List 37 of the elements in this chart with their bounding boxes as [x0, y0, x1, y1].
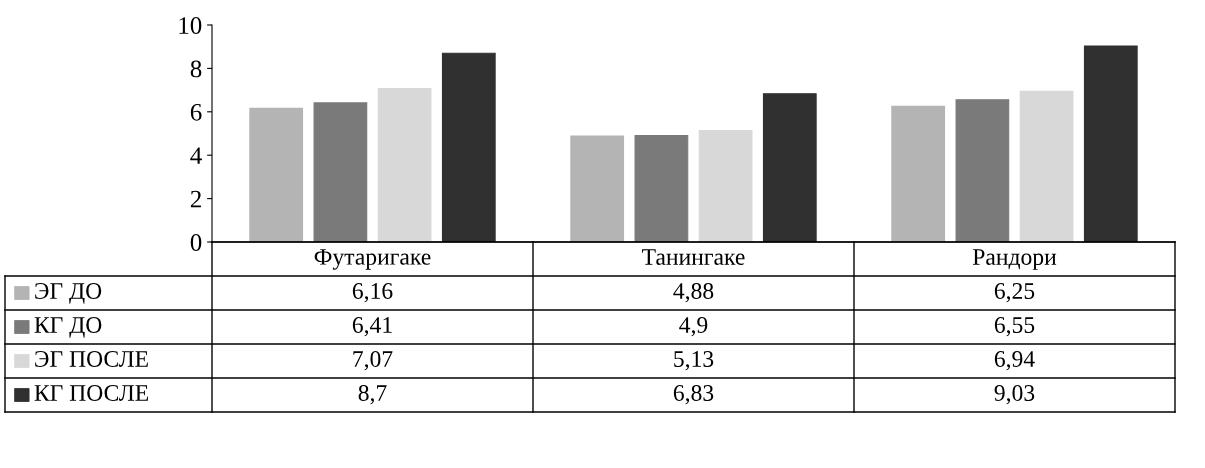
- legend-label: ЭГ ПОСЛЕ: [35, 351, 148, 367]
- bar: [313, 102, 368, 242]
- data-label: 6,83: [673, 384, 714, 405]
- bar: [762, 93, 817, 242]
- bar: [377, 88, 432, 242]
- bar: [249, 107, 304, 242]
- legend-label: КГ ПОСЛЕ: [34, 385, 149, 401]
- bar: [1083, 45, 1138, 242]
- data-label: 6,16: [352, 283, 393, 303]
- y-tick-label: 4: [190, 147, 202, 164]
- y-tick-label: 10: [179, 17, 202, 34]
- data-label: 6,25: [994, 283, 1035, 303]
- y-tick-label: 6: [190, 103, 202, 121]
- bar: [1019, 90, 1074, 242]
- x-tick-label: Танингаке: [642, 249, 745, 265]
- data-label: 6,41: [352, 317, 392, 337]
- data-label: 4,9: [679, 317, 708, 337]
- data-label: 9,03: [994, 384, 1035, 405]
- data-label: 4,88: [673, 282, 714, 303]
- data-label: 7,07: [353, 350, 393, 371]
- y-tick-label: 8: [190, 60, 202, 78]
- bar: [634, 135, 689, 242]
- y-tick-label: 2: [190, 190, 201, 208]
- x-tick-label: Футаригаке: [314, 249, 431, 270]
- data-label: 5,13: [674, 351, 714, 371]
- legend-label: КГ ДО: [34, 317, 102, 338]
- bar: [570, 135, 625, 242]
- bar: [955, 99, 1010, 242]
- data-label: 6,94: [994, 351, 1035, 371]
- x-tick-label: Рандори: [972, 249, 1057, 270]
- data-label: 6,55: [994, 317, 1035, 337]
- data-label: 8,7: [358, 384, 387, 405]
- bar: [698, 130, 753, 242]
- legend-label: ЭГ ДО: [35, 283, 102, 304]
- bar: [441, 52, 496, 242]
- bar: [891, 105, 946, 242]
- y-tick-label: 0: [190, 234, 202, 251]
